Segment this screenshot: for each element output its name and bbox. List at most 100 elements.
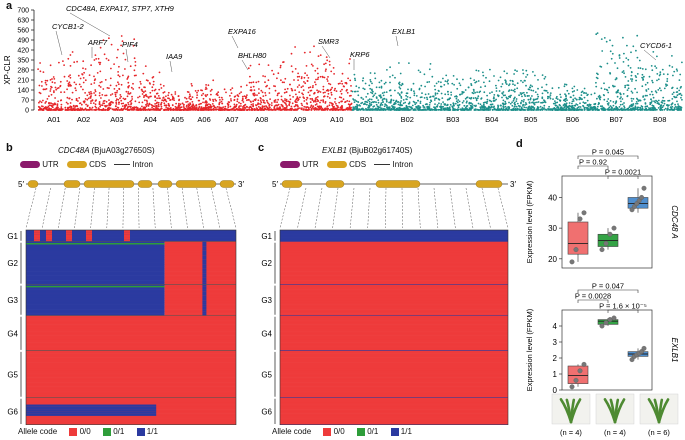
snp-point xyxy=(302,109,305,111)
snp-point xyxy=(586,104,589,106)
snp-point xyxy=(277,92,279,95)
snp-point xyxy=(665,83,667,86)
snp-point xyxy=(576,104,579,106)
snp-point xyxy=(51,81,54,84)
genotype-row xyxy=(280,304,508,308)
snp-point xyxy=(627,64,630,67)
snp-point xyxy=(284,77,287,80)
snp-point xyxy=(88,74,91,76)
snp-point xyxy=(117,81,119,84)
snp-point xyxy=(171,104,174,107)
snp-point xyxy=(167,91,170,94)
snp-point xyxy=(630,109,632,111)
snp-point xyxy=(120,35,123,37)
snp-point xyxy=(44,107,47,110)
snp-point xyxy=(419,71,422,73)
snp-point xyxy=(512,108,515,110)
snp-point xyxy=(300,86,303,89)
snp-point xyxy=(145,105,148,108)
snp-point xyxy=(279,64,282,67)
snp-point xyxy=(69,65,72,67)
snp-point xyxy=(672,109,674,111)
snp-point xyxy=(377,101,380,104)
snp-point xyxy=(160,101,163,104)
snp-point xyxy=(541,109,544,111)
genotype-row xyxy=(280,230,508,233)
snp-point xyxy=(38,91,41,94)
genotype-row xyxy=(26,248,165,252)
snp-point xyxy=(177,95,180,97)
snp-point xyxy=(53,90,55,92)
snp-point xyxy=(80,109,82,111)
snp-point xyxy=(178,108,181,111)
snp-point xyxy=(470,97,472,100)
snp-point xyxy=(334,97,337,100)
chromosome-label: A07 xyxy=(225,115,238,124)
snp-point xyxy=(512,99,515,102)
snp-point xyxy=(681,98,683,101)
snp-point xyxy=(377,99,380,101)
snp-point xyxy=(130,99,133,102)
snp-point xyxy=(677,109,680,111)
snp-point xyxy=(352,98,354,100)
genotype-row xyxy=(280,395,508,398)
snp-point xyxy=(544,108,546,111)
snp-point xyxy=(230,98,232,100)
snp-point xyxy=(622,70,625,72)
snp-point xyxy=(607,102,610,104)
genotype-row xyxy=(280,248,508,252)
snp-point xyxy=(262,95,265,97)
snp-point xyxy=(46,109,49,111)
chromosome-a09 xyxy=(276,45,323,111)
snp-point xyxy=(586,99,589,102)
snp-point xyxy=(127,105,129,108)
genotype-row xyxy=(280,282,508,285)
snp-point xyxy=(635,49,637,52)
snp-point xyxy=(124,98,127,100)
snp-point xyxy=(178,102,180,105)
snp-point xyxy=(398,86,401,88)
snp-point xyxy=(498,90,501,92)
code-0-0-label: 0/0 xyxy=(79,427,91,436)
snp-point xyxy=(449,97,452,100)
snp-point xyxy=(583,87,586,90)
snp-point xyxy=(464,97,467,100)
snp-point xyxy=(125,104,128,107)
snp-point xyxy=(497,79,500,82)
snp-point xyxy=(206,93,209,96)
genotype-cell xyxy=(202,257,207,261)
chromosome-b08 xyxy=(636,51,683,111)
snp-point xyxy=(513,102,516,105)
snp-point xyxy=(66,88,68,91)
snp-point xyxy=(111,93,114,95)
snp-point xyxy=(380,96,383,98)
snp-point xyxy=(350,106,352,109)
snp-point xyxy=(649,103,652,106)
snp-point xyxy=(325,56,328,58)
snp-point xyxy=(398,62,400,64)
snp-point xyxy=(151,106,154,109)
snp-point xyxy=(337,109,340,111)
snp-point xyxy=(398,81,401,84)
snp-point xyxy=(242,101,245,103)
genotype-row xyxy=(26,232,236,235)
genotype-row xyxy=(26,255,165,258)
snp-point xyxy=(95,108,98,111)
snp-point xyxy=(630,107,632,110)
snp-point xyxy=(433,106,435,109)
snp-point xyxy=(636,98,639,101)
genotype-row xyxy=(280,273,508,276)
snp-point xyxy=(630,90,633,93)
snp-point xyxy=(447,82,449,85)
snp-point xyxy=(435,108,438,111)
leaf xyxy=(657,398,670,424)
snp-point xyxy=(419,100,422,103)
snp-point xyxy=(353,101,356,103)
snp-point xyxy=(502,105,505,108)
snp-point xyxy=(501,96,503,99)
snp-point xyxy=(496,107,499,110)
genotype-row xyxy=(26,422,236,425)
snp-point xyxy=(204,94,207,96)
snp-point xyxy=(400,95,403,98)
snp-point xyxy=(666,108,669,111)
